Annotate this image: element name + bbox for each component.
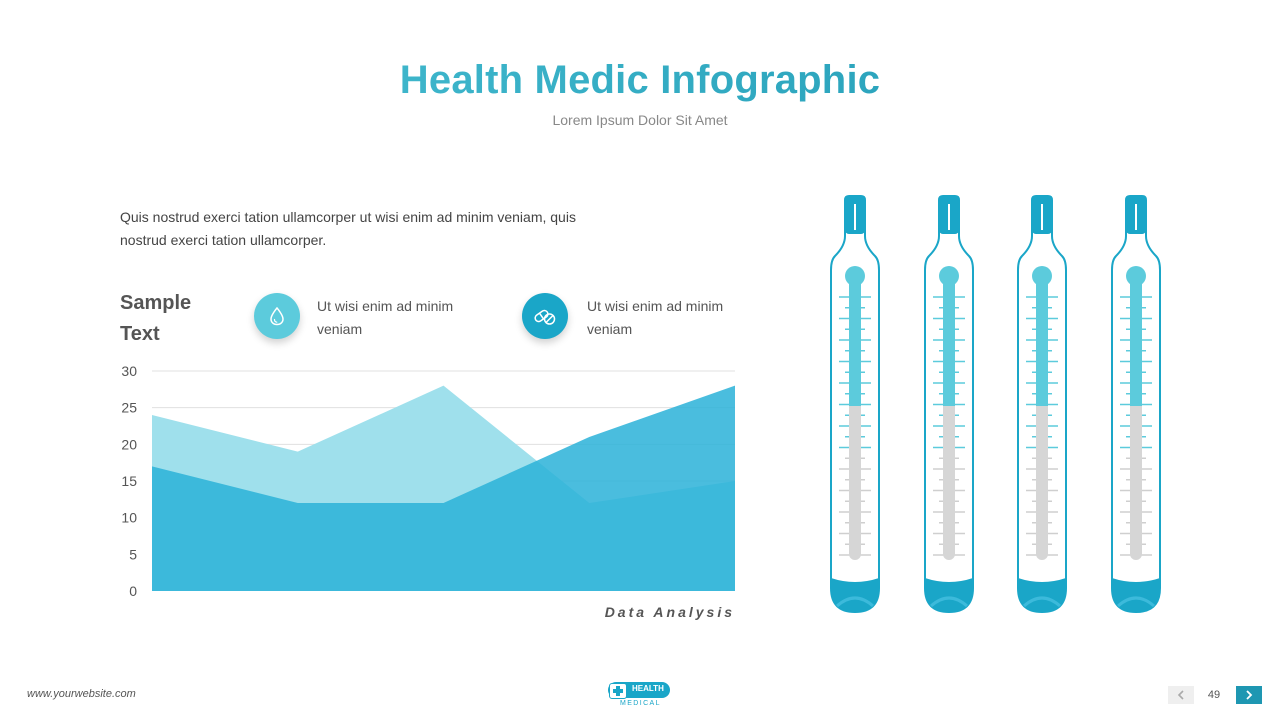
water-drop-icon [270,306,284,326]
thermometer-base [1112,578,1160,612]
sample-title: Sample Text [120,288,191,350]
footer-website[interactable]: www.yourwebsite.com [27,688,136,700]
base-wave [1023,596,1061,608]
chevron-left-icon [1177,690,1184,700]
thermometer-base [925,578,973,612]
mercury-bulb [1126,266,1146,286]
logo-word-medical: MEDICAL [620,700,661,707]
y-tick-label: 30 [121,363,137,379]
mercury-level [943,280,955,406]
y-tick-label: 5 [129,546,137,562]
brand-logo: HEALTH MEDICAL [608,682,672,710]
series-area-2 [152,385,735,591]
mercury-bulb [1032,266,1052,286]
base-wave [1117,596,1155,608]
mercury-level [849,280,861,406]
y-tick-label: 20 [121,436,137,452]
legend-pills-badge [522,293,568,339]
base-wave [930,596,968,608]
thermometer-base [831,578,879,612]
thermometer-4 [1111,195,1161,614]
medical-cross-icon [609,683,627,699]
y-tick-label: 25 [121,400,137,416]
mercury-level [1130,280,1142,406]
mercury-bulb [939,266,959,286]
pills-icon [534,309,556,325]
thermometer-2 [924,195,974,614]
mercury-bulb [845,266,865,286]
thermometer-3 [1017,195,1067,614]
thermometer-base [1018,578,1066,612]
page-number: 49 [1207,689,1221,701]
legend-text-2: Ut wisi enim ad minim veniam [587,298,724,337]
legend-text-1: Ut wisi enim ad minim veniam [317,298,454,337]
y-tick-label: 0 [129,583,137,599]
x-axis-label: Data Analysis [605,604,735,620]
chevron-right-icon [1246,690,1253,700]
mercury-level [1036,280,1048,406]
page-subtitle: Lorem Ipsum Dolor Sit Amet [552,112,728,128]
previous-slide-button[interactable] [1168,686,1194,704]
y-tick-label: 15 [121,473,137,489]
page-title: Health Medic Infographic [0,58,1280,103]
next-slide-button[interactable] [1236,686,1262,704]
base-wave [836,596,874,608]
thermometer-1 [830,195,880,614]
intro-paragraph: Quis nostrud exerci tation ullamcorper u… [120,209,576,248]
logo-word-health: HEALTH [632,684,664,693]
sample-title-line2: Text [120,323,160,345]
y-tick-label: 10 [121,510,137,526]
sample-title-line1: Sample [120,292,192,314]
legend-drop-badge [254,293,300,339]
